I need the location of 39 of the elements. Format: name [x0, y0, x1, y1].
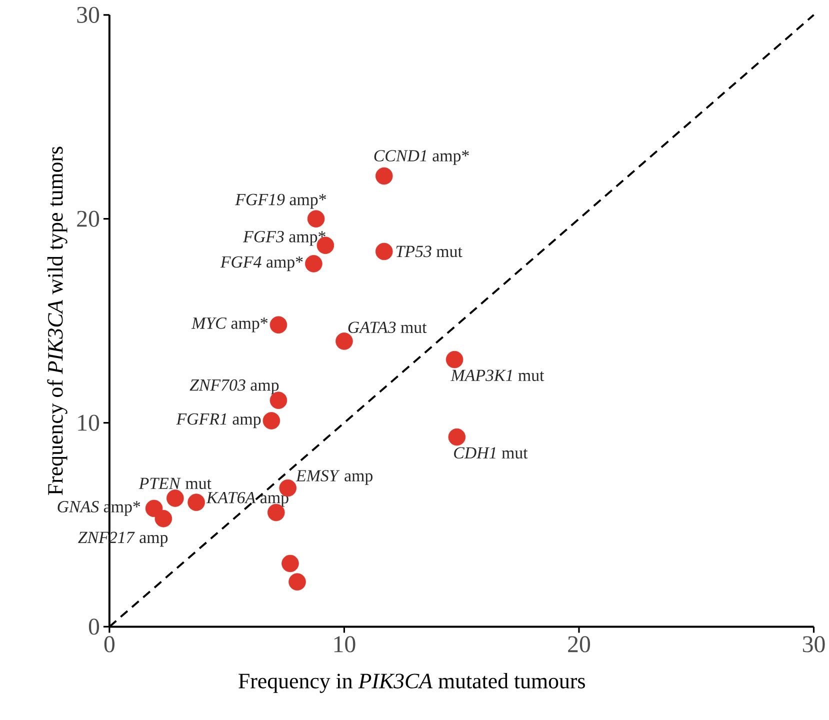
point: [448, 428, 466, 446]
annotation: FGF19 amp*: [235, 194, 326, 209]
y-tick-label: 20: [77, 210, 100, 227]
y-tick-label: 10: [78, 414, 100, 431]
point: [307, 210, 325, 228]
annotation: CCND1 amp*: [374, 150, 469, 165]
annotation: CDH1 mut: [454, 447, 528, 458]
point: [336, 332, 353, 350]
point: [166, 489, 184, 507]
annotation: TP53 mut: [396, 246, 462, 258]
point: [305, 254, 322, 272]
annotation: FGF3 amp*: [243, 230, 326, 246]
annotation: FGFR1 amp: [176, 413, 261, 428]
y-tick-label: 30: [77, 6, 100, 23]
point: [375, 242, 393, 260]
point: [154, 510, 172, 528]
point: [262, 412, 280, 430]
annotation: KAT6A amp: [206, 492, 288, 507]
x-tick-label: 10: [334, 636, 356, 652]
annotation: MAP3K1 mut: [450, 370, 544, 381]
point: [288, 573, 306, 590]
point: [446, 350, 464, 368]
y-axis-title: Frequency of PIK3CA wild type tumors: [47, 146, 68, 495]
point: [375, 167, 393, 185]
annotation: FGF4 amp*: [220, 256, 303, 272]
point: [279, 479, 297, 497]
annotation: PTEN mut: [138, 478, 212, 489]
x-axis-title: Frequency in PIK3CA mutated tumours: [238, 672, 585, 693]
point: [282, 554, 299, 572]
point: [270, 316, 288, 334]
y-tick-label: 0: [88, 618, 100, 635]
annotation: ZNF703 amp: [190, 379, 279, 394]
annotation: EMSY amp: [296, 470, 372, 485]
x-tick-label: 30: [802, 636, 825, 652]
annotation: MYC amp*: [191, 317, 268, 332]
x-tick-label: 0: [104, 636, 114, 652]
point: [188, 494, 205, 511]
annotation: GATA3 mut: [348, 322, 427, 333]
x-tick-label: 20: [568, 636, 590, 652]
